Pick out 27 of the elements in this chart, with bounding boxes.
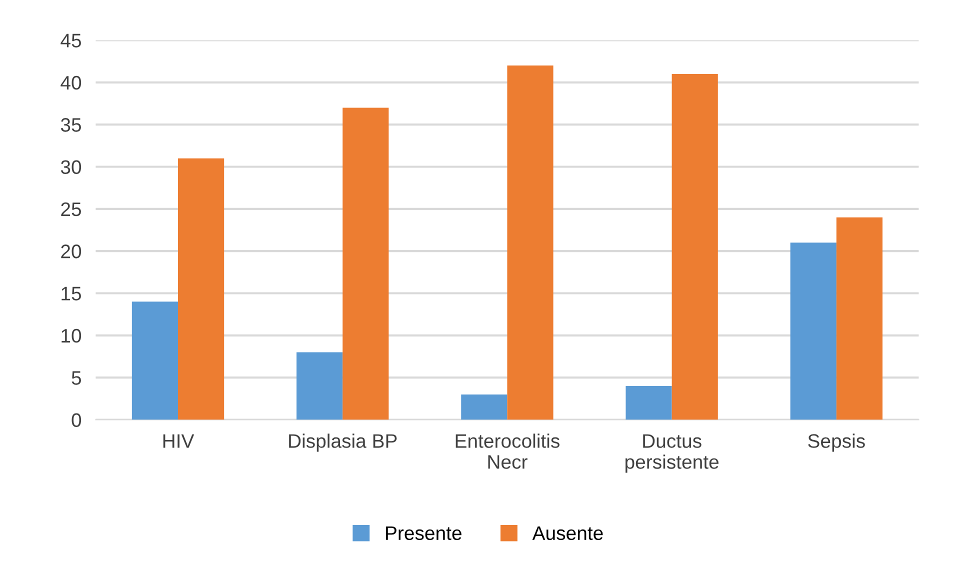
x-tick-label: Ductus persistente [626,434,719,473]
y-tick-label: 15 [62,286,81,300]
y-tick-label: 40 [60,76,82,90]
x-tick-label: Displasia BP [289,434,397,452]
legend-label: Presente [386,526,462,540]
bar [342,108,389,420]
y-tick-label: 0 [72,413,82,427]
y-tick-label: 10 [62,328,82,343]
y-tick-label: 30 [60,160,82,174]
bar [626,386,672,420]
x-tick-label: Sepsis [808,434,865,452]
bar [790,242,836,420]
y-tick-label: 20 [61,244,82,258]
y-tick-label: 5 [72,371,81,385]
bar [461,394,508,420]
y-tick-label: 25 [61,202,81,216]
bar [507,66,554,420]
bar [178,158,224,420]
bar [296,352,343,420]
bar [132,302,178,420]
bar [836,217,883,420]
x-tick-label: Enterocolitis Necr [456,434,560,469]
y-tick-label: 35 [60,118,81,132]
y-tick-label: 45 [60,34,81,48]
bar [672,74,718,420]
x-tick-label: HIV [163,434,194,448]
legend-label: Ausente [532,526,603,540]
